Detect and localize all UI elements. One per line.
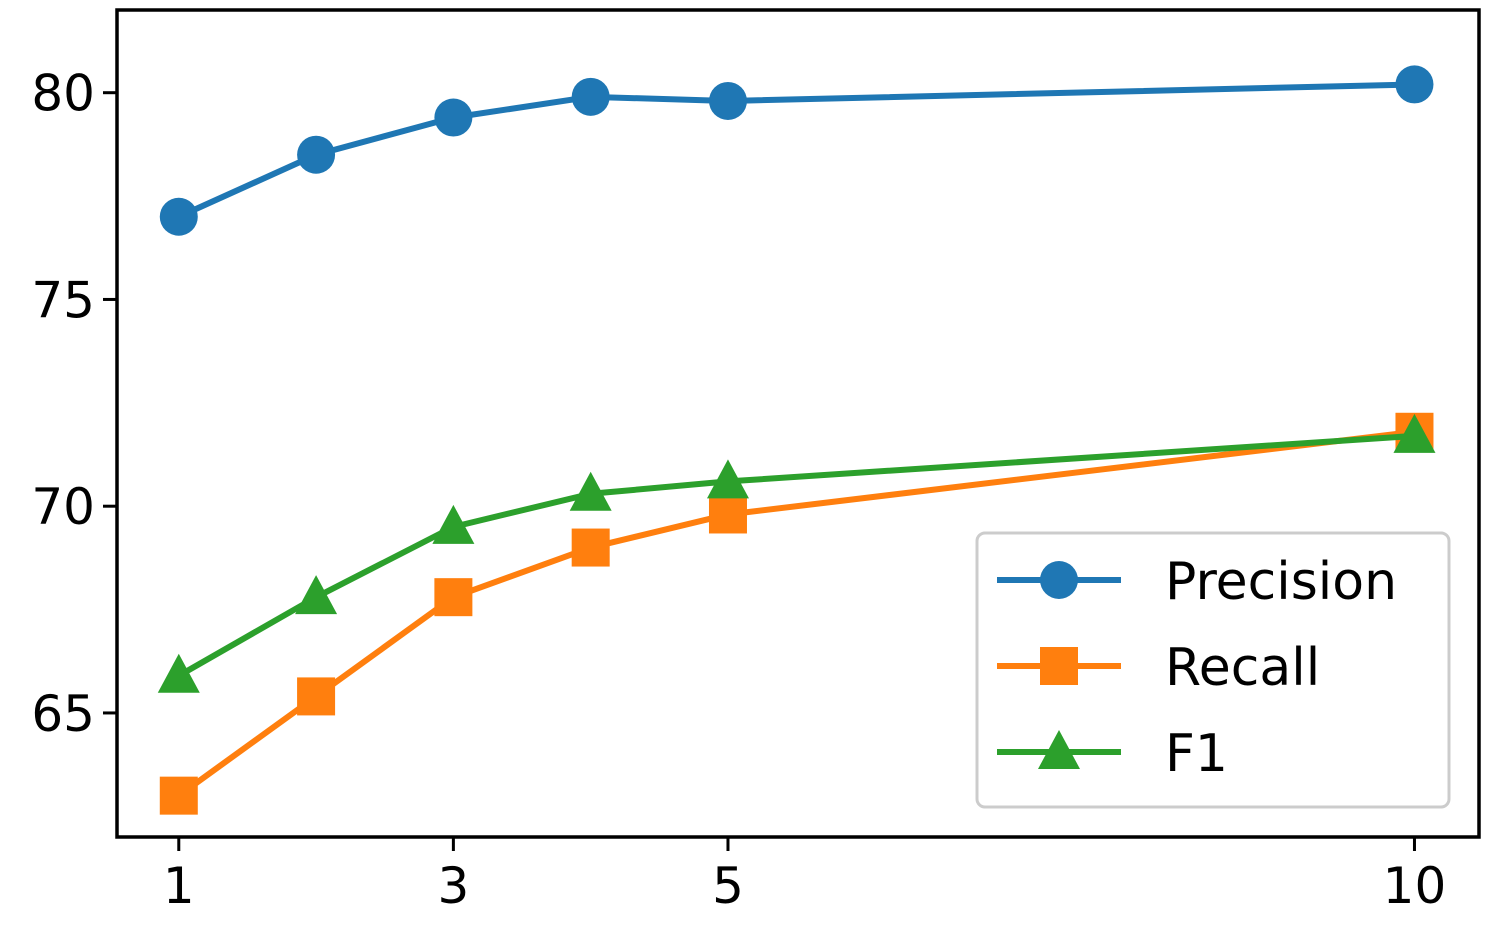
y-tick-label: 75 xyxy=(31,271,95,329)
legend-entry: Precision xyxy=(997,552,1397,612)
legend-entry: Recall xyxy=(997,638,1320,698)
legend-label: Precision xyxy=(1165,552,1397,612)
series-line xyxy=(177,428,1415,799)
series-line xyxy=(177,432,1415,679)
legend-marker xyxy=(1038,730,1080,769)
legend-marker xyxy=(1040,561,1078,599)
data-point xyxy=(708,81,747,120)
series-f1 xyxy=(157,413,1436,693)
data-point xyxy=(159,197,198,236)
x-tick-label: 5 xyxy=(712,857,744,915)
data-point xyxy=(706,459,749,499)
data-point xyxy=(708,495,747,534)
data-point xyxy=(571,77,610,116)
data-point xyxy=(434,578,473,617)
data-point xyxy=(157,653,200,693)
legend: Precision Recall F1 xyxy=(975,531,1451,809)
y-tick-label: 80 xyxy=(31,65,95,123)
data-point xyxy=(1395,65,1434,104)
data-point xyxy=(432,504,475,544)
x-tick-label: 3 xyxy=(437,857,469,915)
data-point xyxy=(434,98,473,137)
data-point xyxy=(571,528,610,567)
plot-frame xyxy=(115,8,1481,839)
data-point xyxy=(569,471,612,511)
y-tick-label: 65 xyxy=(31,685,95,743)
data-point xyxy=(159,776,198,815)
x-tick-label: 1 xyxy=(163,857,195,915)
data-point xyxy=(297,135,336,174)
series-precision xyxy=(159,65,1434,236)
legend-label: F1 xyxy=(1165,724,1228,784)
x-tick-label: 10 xyxy=(1383,857,1447,915)
series-line xyxy=(177,81,1415,220)
legend-entry: F1 xyxy=(997,724,1228,784)
series-recall xyxy=(159,412,1434,815)
legend-box xyxy=(975,531,1451,809)
data-point xyxy=(295,575,338,615)
y-tick-label: 70 xyxy=(31,478,95,536)
legend-marker xyxy=(1040,647,1078,685)
data-point xyxy=(297,677,336,716)
legend-label: Recall xyxy=(1165,638,1320,698)
data-point xyxy=(1393,413,1436,453)
